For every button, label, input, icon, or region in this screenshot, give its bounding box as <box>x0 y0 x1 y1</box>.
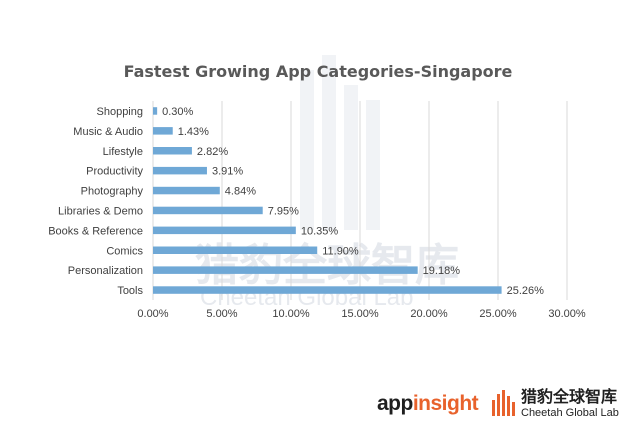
data-label: 7.95% <box>268 205 299 217</box>
data-label: 19.18% <box>423 265 461 277</box>
data-label: 4.84% <box>225 186 256 198</box>
data-label: 25.26% <box>507 285 545 297</box>
category-labels: Shopping Music & Audio Lifestyle Productivi… <box>48 106 143 297</box>
category-label: Libraries & Demo <box>58 205 143 217</box>
category-label: Shopping <box>97 106 144 118</box>
bar-music-audio <box>153 127 173 135</box>
x-tick-label: 5.00% <box>206 308 237 320</box>
x-tick-label: 30.00% <box>548 308 586 320</box>
bar-books-reference <box>153 226 296 235</box>
bar-comics <box>153 246 318 254</box>
appinsight-logo-app: app <box>377 392 413 415</box>
bar-productivity <box>153 166 207 175</box>
data-label: 1.43% <box>178 126 209 138</box>
cheetah-bars-icon <box>492 390 515 416</box>
data-label: 3.91% <box>212 166 243 178</box>
cheetah-logo-en: Cheetah Global Lab <box>521 407 619 419</box>
data-label: 10.35% <box>301 225 339 237</box>
bar-personalization <box>153 266 418 274</box>
category-label: Personalization <box>68 265 143 277</box>
bar-lifestyle <box>153 147 192 155</box>
category-label: Books & Reference <box>48 225 143 237</box>
x-tick-label: 20.00% <box>410 308 448 320</box>
cheetah-logo-cn: 猎豹全球智库 <box>521 387 618 406</box>
appinsight-logo-insight: insight <box>412 392 479 415</box>
category-label: Productivity <box>86 166 143 178</box>
watermark-bar <box>344 85 358 230</box>
x-tick-label: 25.00% <box>479 308 517 320</box>
chart-title: Fastest Growing App Categories-Singapore <box>124 62 513 81</box>
bar-shopping <box>153 107 158 115</box>
x-tick-label: 10.00% <box>272 308 310 320</box>
x-tick-label: 15.00% <box>341 308 379 320</box>
data-label: 2.82% <box>197 146 228 158</box>
watermark-bar <box>322 55 336 230</box>
watermark-bar <box>366 100 380 230</box>
data-label: 0.30% <box>162 106 193 118</box>
x-tick-label: 0.00% <box>137 308 168 320</box>
value-labels: 0.30% 1.43% 2.82% 3.91% 4.84% 7.95%10.35% 11.9… <box>162 106 544 297</box>
appinsight-logo: appinsight <box>377 392 479 416</box>
x-axis-tick-labels: 0.00% 5.00% 10.00% 15.00% 20.00% 25.00% 30.00% <box>137 308 585 320</box>
category-label: Comics <box>106 245 143 257</box>
bars <box>153 107 502 294</box>
data-label: 11.90% <box>322 245 359 257</box>
bar-tools <box>153 286 502 294</box>
category-label: Music & Audio <box>73 126 143 138</box>
watermark-bar <box>300 70 314 230</box>
category-label: Tools <box>117 285 143 297</box>
category-label: Lifestyle <box>103 146 143 158</box>
category-label: Photography <box>81 186 144 198</box>
bar-libraries-demo <box>153 206 263 215</box>
bar-photography <box>153 186 220 195</box>
